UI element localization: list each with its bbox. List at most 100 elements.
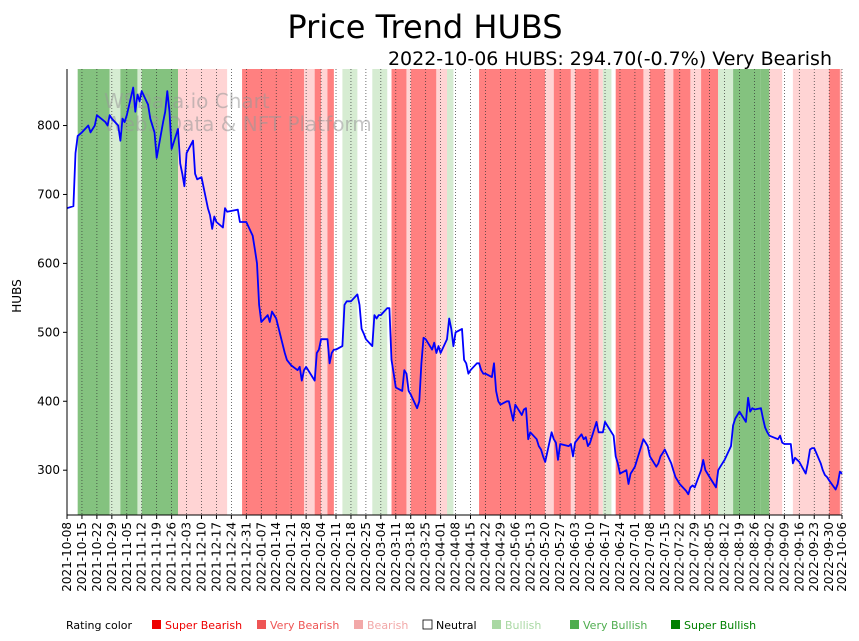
- x-tick-label-32: 2022-05-20: [538, 522, 552, 592]
- x-tick-label-0: 2021-10-08: [60, 522, 74, 592]
- rating-band-30: [664, 69, 674, 515]
- x-gridlines: [66, 69, 843, 515]
- x-tick-label-35: 2022-06-10: [583, 522, 597, 592]
- x-tick-label-40: 2022-07-15: [658, 522, 672, 592]
- x-tick-label-3: 2021-10-29: [105, 522, 119, 592]
- x-tick-label-19: 2022-02-18: [344, 522, 358, 592]
- x-tick-label-2: 2021-10-22: [90, 522, 104, 592]
- x-tick-label-48: 2022-09-09: [777, 522, 791, 592]
- x-tick-label-14: 2022-01-14: [269, 522, 283, 592]
- x-tick-label-36: 2022-06-17: [598, 522, 612, 592]
- x-tick-label-10: 2021-12-17: [209, 522, 223, 592]
- x-tick-label-31: 2022-05-13: [523, 522, 537, 592]
- x-tick-label-51: 2022-09-30: [822, 522, 836, 592]
- rating-band-20: [479, 69, 546, 515]
- x-tick-label-27: 2022-04-15: [464, 522, 478, 592]
- x-tick-label-6: 2021-11-19: [150, 522, 164, 592]
- y-tick-label-4: 700: [37, 187, 60, 201]
- y-axis-label: HUBS: [10, 279, 24, 312]
- x-tick-label-33: 2022-05-27: [553, 522, 567, 592]
- rating-legend: Rating color Super Bearish Very Bearish Bea…: [66, 619, 756, 632]
- chart-subtitle: 2022-10-06 HUBS: 294.70(-0.7%) Very Bear…: [388, 48, 832, 70]
- x-tick-label-42: 2022-07-29: [688, 522, 702, 592]
- x-tick-label-28: 2022-04-22: [478, 522, 492, 592]
- rating-band-36: [760, 69, 770, 515]
- legend-label-3: Neutral: [436, 619, 477, 632]
- legend-label-0: Super Bearish: [165, 619, 242, 632]
- rating-bands: [77, 69, 842, 515]
- x-tick-label-9: 2021-12-10: [195, 522, 209, 592]
- legend-swatch-0: [152, 620, 161, 629]
- rating-band-19: [447, 69, 454, 515]
- watermark: WSData.io Chart Web3 Data & NFT Platform: [104, 89, 372, 136]
- rating-band-9: [303, 69, 315, 515]
- rating-band-2: [120, 69, 138, 515]
- rating-band-15: [391, 69, 407, 515]
- rating-band-27: [615, 69, 644, 515]
- x-tick-label-24: 2022-03-25: [419, 522, 433, 592]
- legend-swatch-6: [671, 620, 680, 629]
- rating-band-37: [769, 69, 783, 515]
- x-tick-label-49: 2022-09-16: [792, 522, 806, 592]
- legend-label-5: Very Bullish: [583, 619, 647, 632]
- y-tick-label-5: 800: [37, 119, 60, 133]
- x-tick-label-22: 2022-03-11: [389, 522, 403, 592]
- x-tick-label-23: 2022-03-18: [404, 522, 418, 592]
- rating-band-18: [436, 69, 448, 515]
- rating-band-29: [649, 69, 665, 515]
- x-tick-label-29: 2022-04-29: [493, 522, 507, 592]
- rating-band-31: [673, 69, 691, 515]
- x-tick-label-34: 2022-06-03: [568, 522, 582, 592]
- rating-band-35: [733, 69, 761, 515]
- x-tick-label-43: 2022-08-05: [703, 522, 717, 592]
- x-tick-label-21: 2022-03-04: [374, 522, 388, 592]
- watermark-line-2: Web3 Data & NFT Platform: [104, 112, 372, 136]
- x-tick-label-16: 2022-01-28: [299, 522, 313, 592]
- rating-band-3: [137, 69, 142, 515]
- rating-band-12: [327, 69, 334, 515]
- rating-band-1: [109, 69, 121, 515]
- x-tick-label-5: 2021-11-12: [135, 522, 149, 592]
- x-tick-label-15: 2022-01-21: [284, 522, 298, 592]
- y-tick-label-3: 600: [37, 256, 60, 270]
- x-tick-label-25: 2022-04-01: [434, 522, 448, 592]
- x-tick-label-11: 2021-12-24: [224, 522, 238, 592]
- legend-label-2: Bearish: [367, 619, 408, 632]
- rating-band-0: [77, 69, 110, 515]
- x-tick-label-44: 2022-08-12: [718, 522, 732, 592]
- rating-band-11: [321, 69, 328, 515]
- rating-band-7: [242, 69, 290, 515]
- x-tick-label-52: 2022-10-06: [835, 522, 849, 592]
- y-tick-label-0: 300: [37, 463, 60, 477]
- rating-band-22: [553, 69, 571, 515]
- rating-band-34: [718, 69, 734, 515]
- price-series: [66, 86, 843, 496]
- price-line: [66, 86, 843, 496]
- x-tick-label-17: 2022-02-04: [314, 522, 328, 592]
- x-axis-ticks: 2021-10-08 2021-10-15 2021-10-22 2021-10-29…: [60, 515, 849, 592]
- legend-swatch-1: [257, 620, 266, 629]
- rating-band-17: [410, 69, 437, 515]
- legend-swatch-3: [422, 619, 433, 630]
- x-tick-label-18: 2022-02-11: [329, 522, 343, 592]
- x-tick-label-37: 2022-06-24: [613, 522, 627, 592]
- rating-band-25: [598, 69, 603, 515]
- rating-band-5: [178, 69, 187, 515]
- rating-band-32: [690, 69, 702, 515]
- x-tick-label-38: 2022-07-01: [628, 522, 642, 592]
- x-tick-label-8: 2021-12-03: [180, 522, 194, 592]
- rating-band-16: [406, 69, 411, 515]
- legend-swatch-5: [570, 620, 579, 629]
- y-axis-ticks: 300 400 500 600 700 800: [37, 119, 67, 477]
- y-tick-label-1: 400: [37, 394, 60, 408]
- legend-title: Rating color: [66, 619, 133, 632]
- legend-swatch-4: [492, 620, 501, 629]
- rating-band-14: [372, 69, 388, 515]
- rating-band-26: [602, 69, 612, 515]
- rating-band-28: [643, 69, 650, 515]
- x-tick-label-1: 2021-10-15: [75, 522, 89, 592]
- legend-swatch-2: [354, 620, 363, 629]
- chart-title: Price Trend HUBS: [287, 8, 562, 46]
- x-tick-label-30: 2022-05-06: [508, 522, 522, 592]
